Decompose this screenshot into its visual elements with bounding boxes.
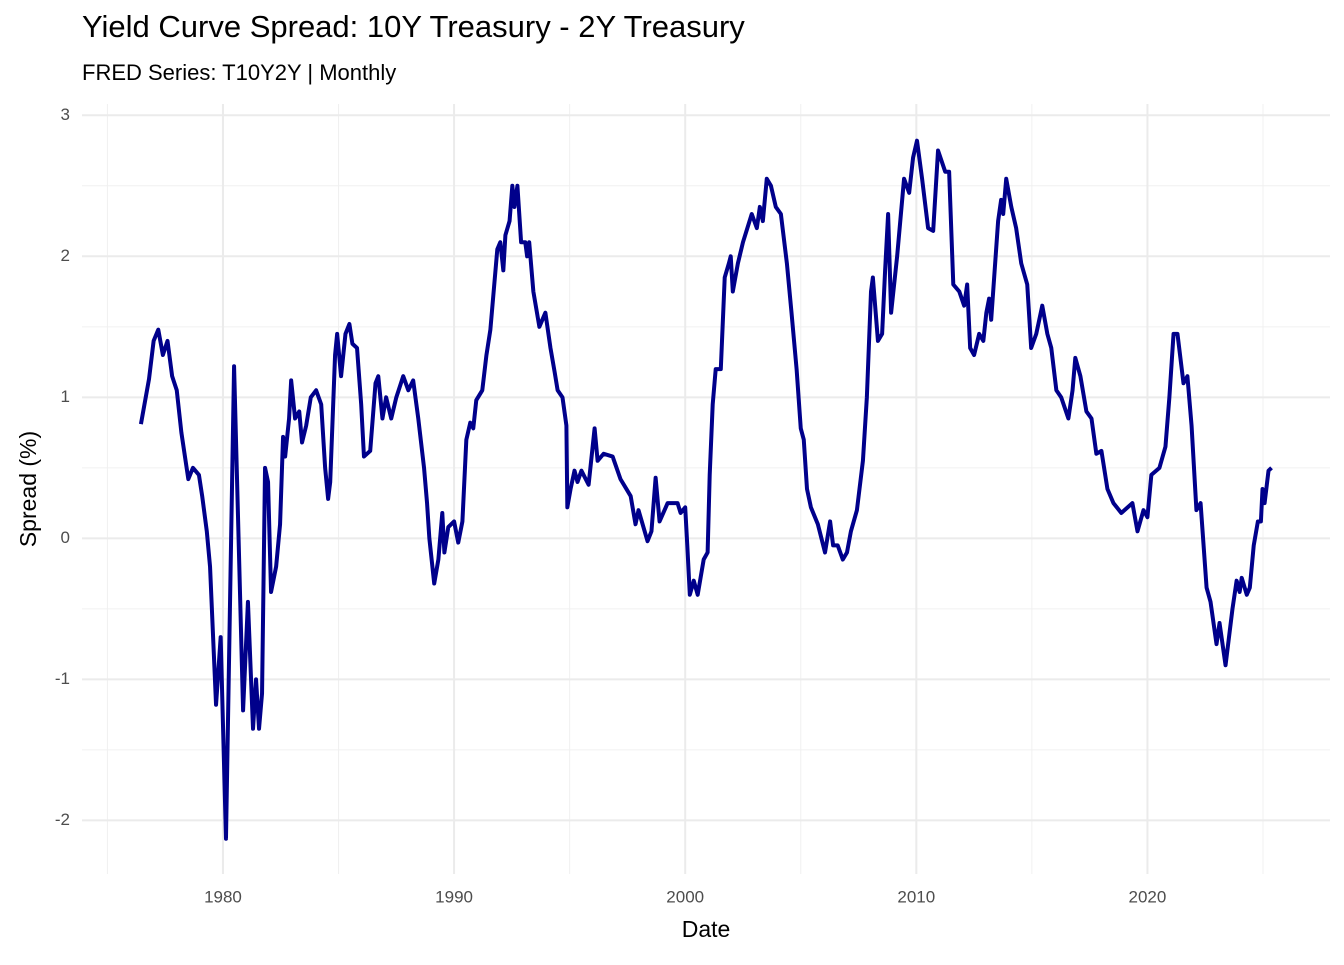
x-tick-label: 1980 (204, 887, 242, 906)
x-tick-label: 2000 (666, 887, 704, 906)
x-tick-label: 2020 (1129, 887, 1167, 906)
data-line (138, 138, 1273, 841)
y-tick-label: -1 (55, 669, 70, 688)
chart-title: Yield Curve Spread: 10Y Treasury - 2Y Tr… (82, 9, 745, 44)
x-tick-label: 1990 (435, 887, 473, 906)
y-tick-label: 2 (61, 246, 70, 265)
plot-area (138, 138, 1273, 841)
x-tick-label: 2010 (897, 887, 935, 906)
chart-subtitle: FRED Series: T10Y2Y | Monthly (82, 60, 396, 85)
y-tick-label: 1 (61, 387, 70, 406)
grid (82, 104, 1330, 874)
y-axis-title: Spread (%) (15, 431, 41, 547)
y-tick-label: 3 (61, 105, 70, 124)
y-tick-label: -2 (55, 810, 70, 829)
x-axis-title: Date (682, 916, 731, 942)
y-tick-label: 0 (61, 528, 70, 547)
